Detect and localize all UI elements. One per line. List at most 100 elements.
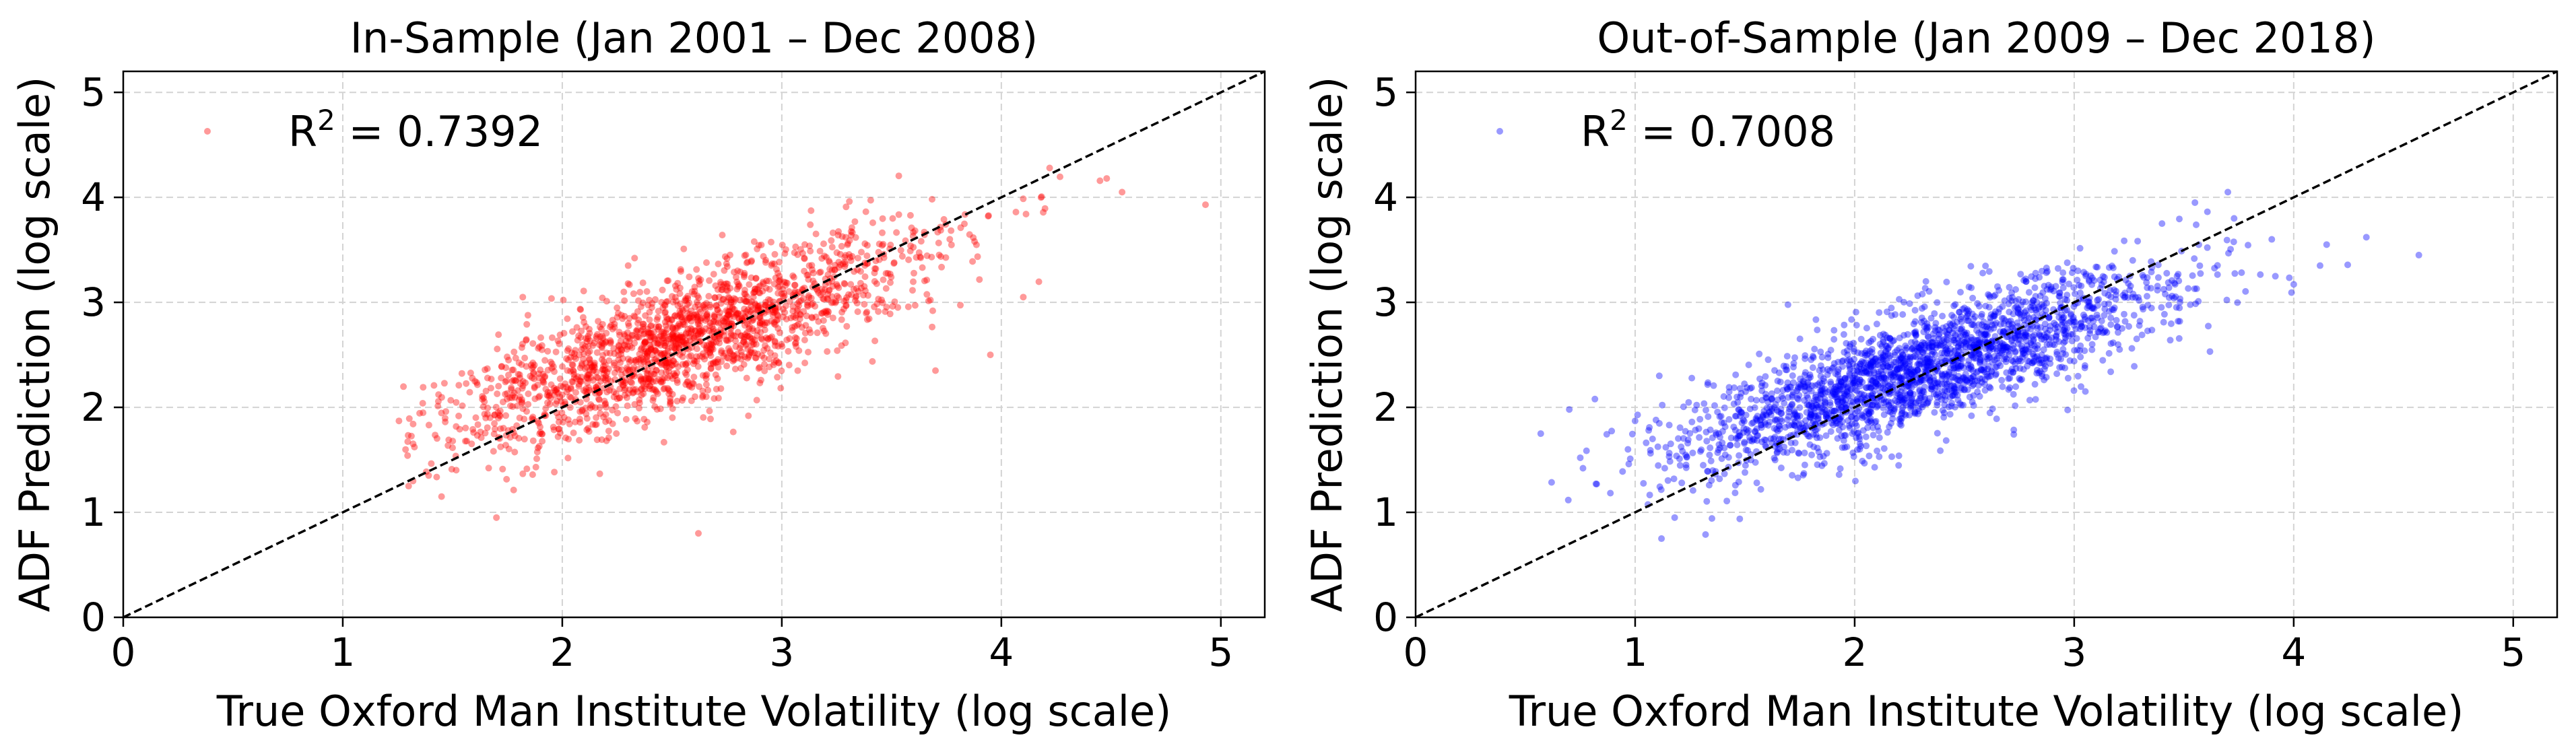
scatter-point [625,367,632,374]
scatter-point [804,303,812,310]
x-tick-label: 4 [2281,629,2306,675]
scatter-point [1949,329,1956,337]
scatter-point [438,409,445,417]
scatter-point [669,330,677,337]
scatter-point [1876,434,1883,442]
scatter-point [1810,443,1818,450]
scatter-point [529,413,537,421]
scatter-point [770,361,777,368]
scatter-point [615,343,622,350]
scatter-point [723,316,729,323]
scatter-point [682,297,688,304]
scatter-point [729,428,737,436]
scatter-point [826,265,834,273]
scatter-point [1942,437,1950,444]
scatter-point [1981,331,1988,339]
scatter-point [651,347,658,354]
scatter-point [1743,425,1750,433]
scatter-point [692,333,699,340]
scatter-point [835,264,843,271]
scatter-point [805,276,812,283]
scatter-point [882,270,890,277]
scatter-point [824,348,831,355]
scatter-point [669,414,676,421]
scatter-point [714,306,721,314]
scatter-point [641,423,649,431]
scatter-point [1941,380,1948,388]
scatter-point [1846,356,1853,364]
scatter-point [1928,386,1936,393]
scatter-point [598,343,605,350]
scatter-point [2196,262,2204,269]
scatter-point [1950,302,1958,310]
scatter-point [1968,284,1975,292]
scatter-point [800,308,807,315]
scatter-point [747,335,754,342]
scatter-point [510,366,517,374]
scatter-point [491,411,498,418]
scatter-point [805,326,813,333]
scatter-point [593,349,601,356]
scatter-point [871,337,879,345]
scatter-point [521,354,529,362]
scatter-point [647,337,654,344]
scatter-point [714,306,721,313]
scatter-point [2030,358,2038,366]
scatter-point [581,350,587,357]
scatter-point [723,362,731,370]
scatter-point [825,308,832,316]
scatter-point [552,348,560,355]
scatter-point [824,308,831,314]
scatter-point [463,380,470,387]
scatter-point [622,379,629,386]
scatter-point [548,360,556,368]
scatter-point [685,329,692,337]
scatter-point [1718,419,1725,426]
scatter-point [756,289,764,297]
scatter-point [726,304,733,310]
scatter-point [1880,411,1888,418]
scatter-point [2138,331,2146,339]
scatter-point [523,363,530,370]
scatter-point [674,340,682,347]
scatter-point [482,414,490,421]
scatter-point [2107,321,2115,329]
legend-label: R2 = 0.7392 [288,104,543,156]
scatter-point [485,465,492,472]
scatter-point [1703,498,1711,505]
scatter-point [670,334,678,341]
scatter-point [847,228,855,235]
scatter-point [596,323,603,331]
scatter-point [696,277,702,285]
scatter-point [747,347,754,354]
scatter-point [586,348,593,355]
scatter-point [661,337,668,344]
scatter-point [624,355,632,363]
scatter-point [861,283,868,290]
scatter-point [1874,423,1881,430]
scatter-point [1957,289,1964,296]
scatter-point [1830,336,1838,343]
scatter-point [430,382,438,389]
scatter-point [869,357,876,365]
scatter-point [882,285,890,292]
scatter-point [801,241,808,248]
scatter-point [615,310,622,317]
x-tick-label: 1 [331,629,356,675]
scatter-point [670,333,677,340]
scatter-point [661,302,669,310]
scatter-point [653,406,661,413]
scatter-point [2363,234,2370,241]
scatter-point [728,320,735,327]
scatter-point [817,292,824,298]
scatter-point [742,298,750,305]
scatter-point [2160,310,2168,318]
scatter-point [404,438,411,445]
scatter-point [778,290,785,298]
scatter-point [733,273,739,281]
scatter-point [1911,329,1919,337]
scatter-point [754,302,761,310]
scatter-point [521,436,528,443]
scatter-point [518,361,525,368]
scatter-point [602,374,609,382]
